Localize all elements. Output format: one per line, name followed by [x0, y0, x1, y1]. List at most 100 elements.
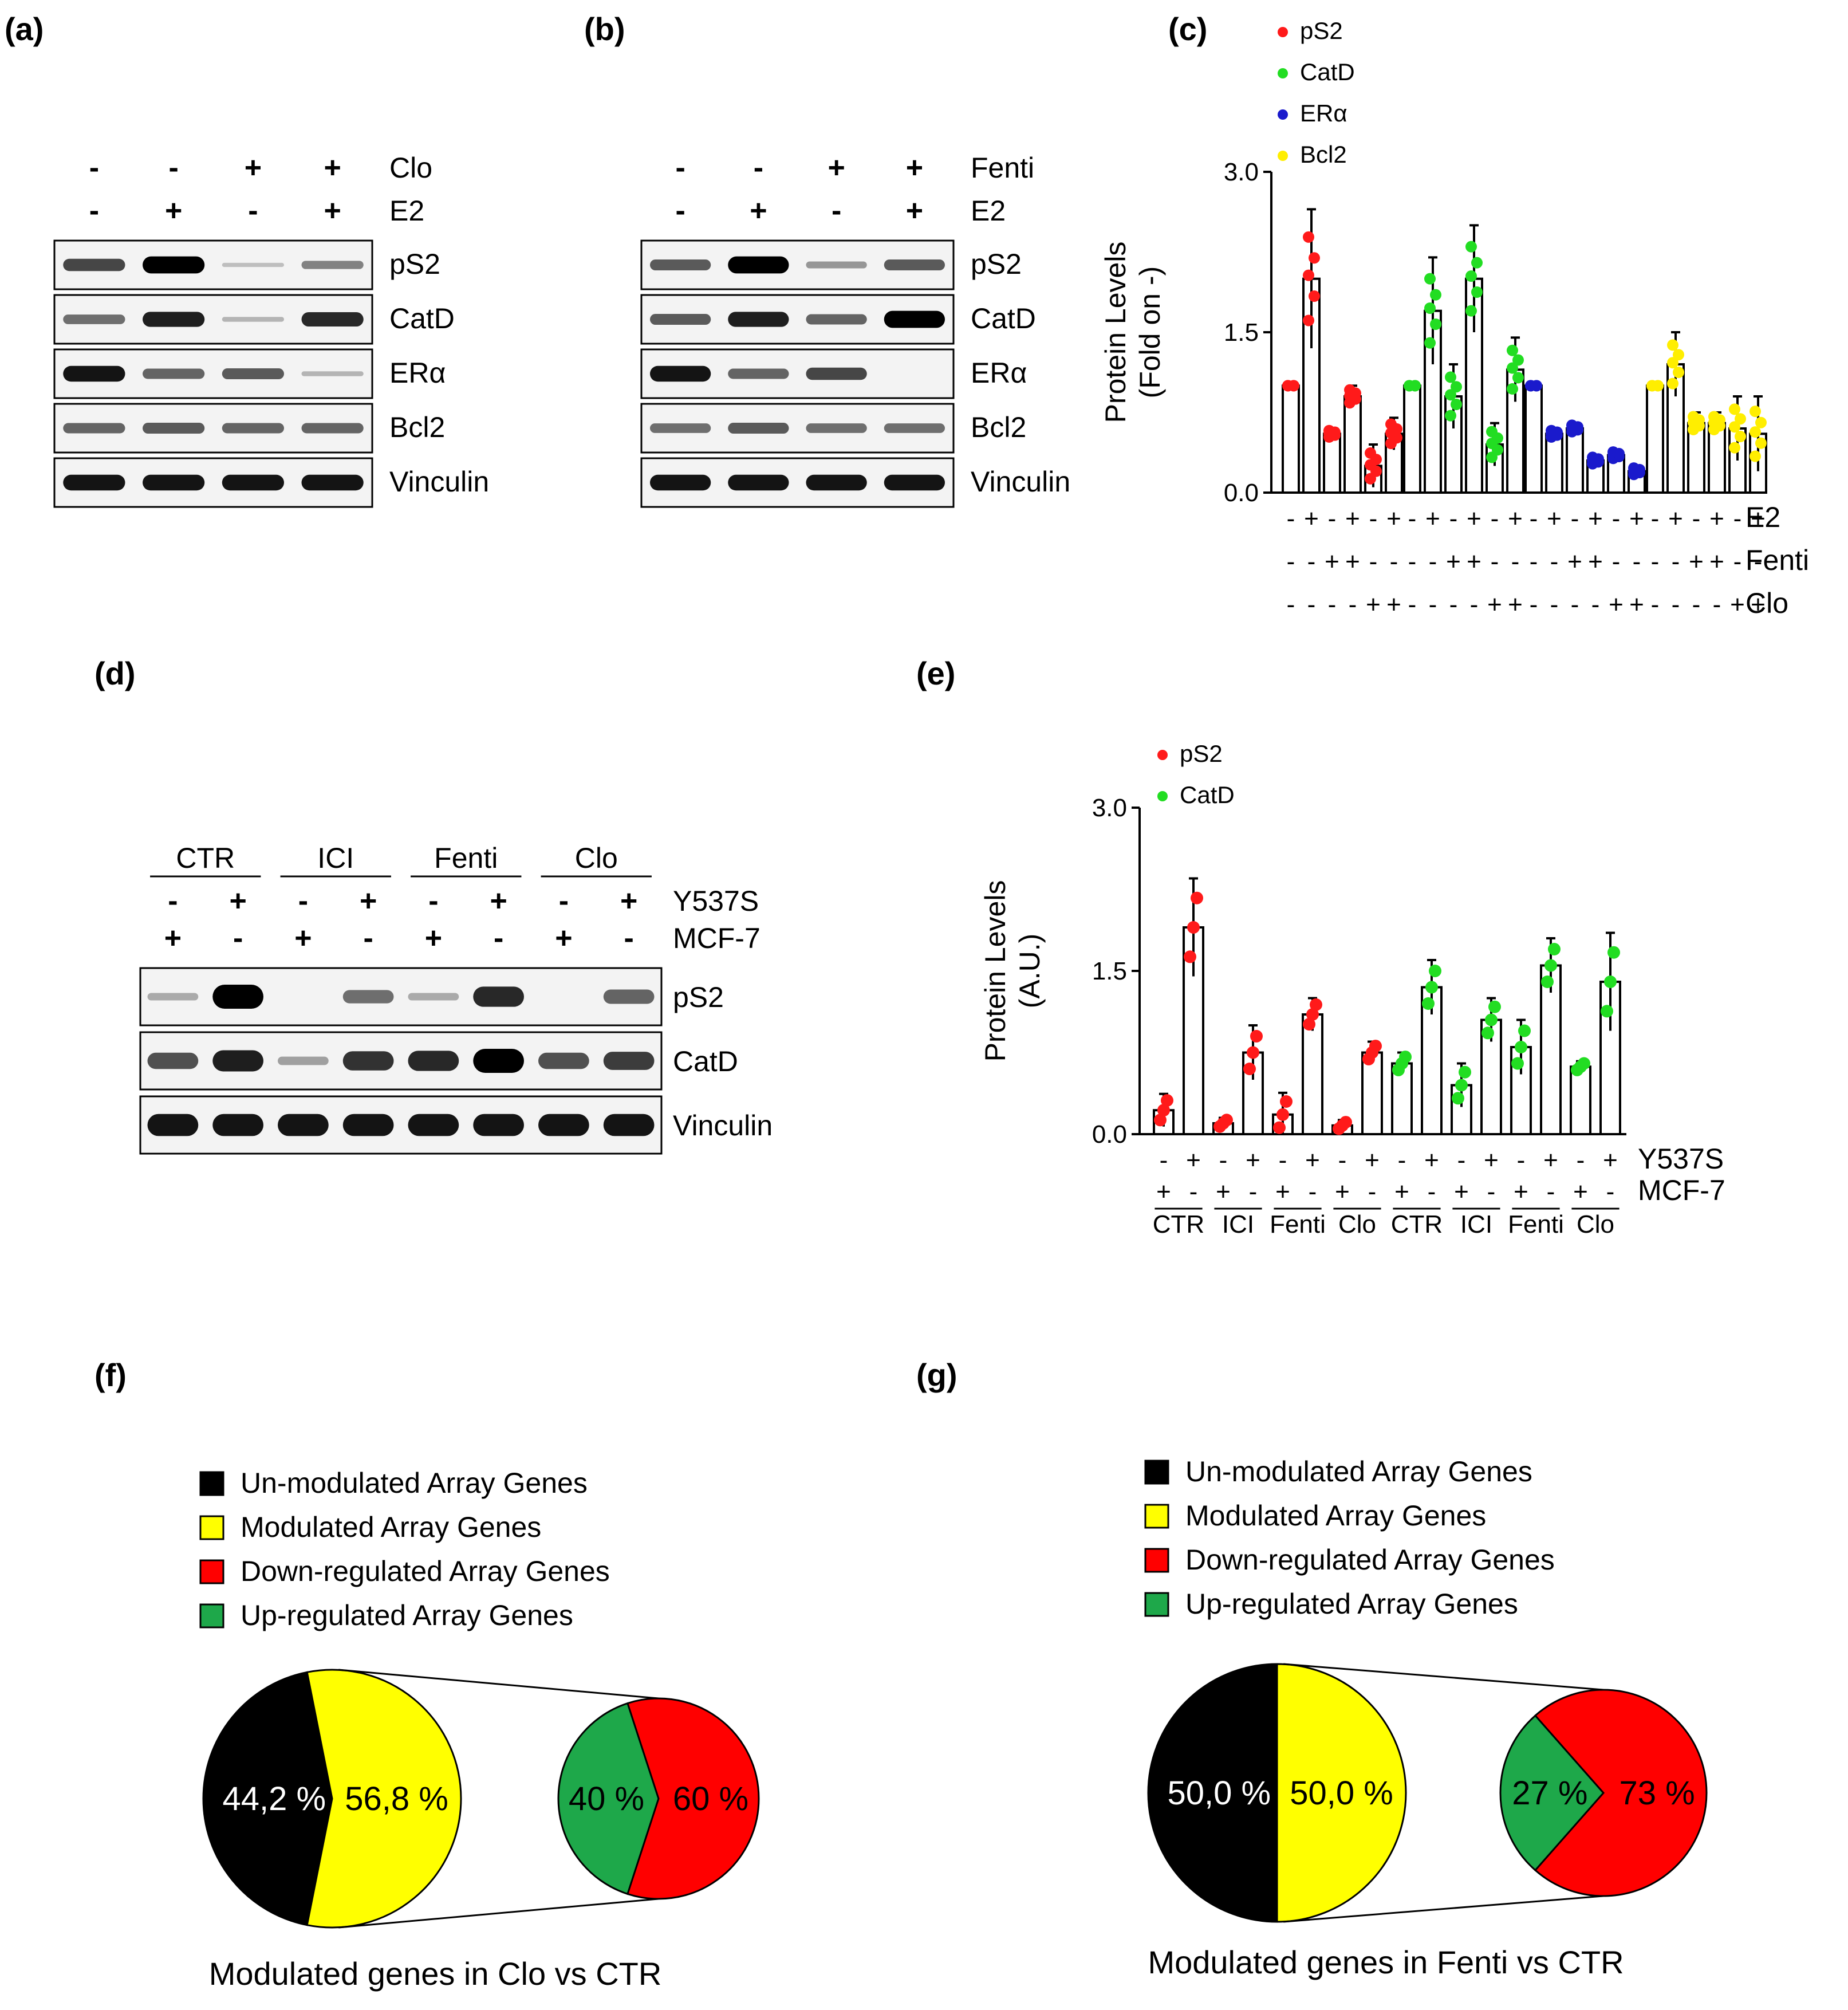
y-tick-label: 1.5 [1092, 957, 1127, 985]
bar-CatD-6 [1570, 1065, 1591, 1135]
sign-MCF-7-2: + [294, 922, 312, 955]
legend-swatch-1 [199, 1515, 224, 1540]
bar-Bcl2-3 [1708, 422, 1726, 494]
y-tick-label: 1.5 [1224, 318, 1259, 347]
band-pS2-2 [222, 262, 284, 268]
y-tick-label: 3.0 [1224, 158, 1259, 186]
data-point-Bcl2-4 [1735, 413, 1746, 425]
legend-label-3: Up-regulated Array Genes [241, 1599, 573, 1631]
band-Vinculin-5 [473, 1114, 524, 1136]
data-point-pS2-3 [1344, 384, 1356, 396]
sign-Y537S-6: - [559, 884, 569, 918]
data-point-CatD-6 [1578, 1057, 1590, 1070]
data-point-CatD-2 [1455, 1079, 1468, 1092]
legend-label-pS2: pS2 [1180, 740, 1223, 767]
data-point-pS2-1 [1303, 231, 1314, 243]
bar-pS2-3 [1343, 395, 1362, 494]
data-point-Bcl2-4 [1729, 403, 1740, 415]
group-label-CTR: CTR [1391, 1210, 1443, 1238]
data-point-pS2-1 [1309, 290, 1320, 302]
data-point-Bcl2-1 [1667, 357, 1678, 369]
factor-sign-Y537S: + [1543, 1146, 1558, 1174]
data-point-CatD-3 [1485, 1013, 1498, 1026]
data-point-pS2-1 [1303, 314, 1314, 327]
factor-sign-Fenti: + [1567, 548, 1582, 576]
data-point-CatD-0 [1404, 380, 1415, 392]
band-Vinculin-0 [147, 1114, 199, 1136]
band-CatD-3 [342, 1051, 394, 1071]
data-point-pS2-5 [1385, 418, 1397, 430]
factor-sign-Y537S: + [1246, 1146, 1260, 1174]
factor-sign-E2: - [1530, 505, 1538, 533]
factor-sign-Fenti: - [1612, 548, 1621, 576]
factor-sign-Fenti: - [1408, 548, 1417, 576]
sign-Fenti-3: + [906, 151, 923, 184]
data-point-CatD-7 [1607, 946, 1620, 959]
band-pS2-7 [603, 989, 655, 1004]
data-point-pS2-3 [1243, 1063, 1256, 1075]
pie-slice-unmodulated [202, 1671, 333, 1926]
legend-label-0: Un-modulated Array Genes [1185, 1456, 1532, 1488]
legend-label-0: Un-modulated Array Genes [241, 1467, 588, 1499]
data-point-ERα-5 [1628, 462, 1640, 474]
bar-pS2-5 [1302, 1013, 1323, 1135]
legend-label-2: Down-regulated Array Genes [1185, 1544, 1555, 1576]
band-Bcl2-2 [222, 423, 284, 434]
factor-sign-Fenti: - [1511, 548, 1520, 576]
factor-sign-E2: + [1588, 505, 1603, 533]
sign-E2-1: + [165, 194, 182, 227]
factor-sign-Clo: - [1429, 591, 1437, 619]
data-point-Bcl2-0 [1646, 380, 1658, 392]
factor-sign-Clo: + [1508, 591, 1523, 619]
band-CatD-2 [278, 1056, 329, 1065]
panel-label-f: (f) [94, 1357, 127, 1393]
pie-label-modulated: 56,8 % [345, 1780, 448, 1818]
data-point-CatD-5 [1548, 943, 1561, 955]
sign-Fenti-0: - [675, 151, 685, 184]
factor-sign-Fenti: - [1672, 548, 1680, 576]
y-axis-label: Protein Levels [979, 880, 1011, 1062]
band-pS2-5 [473, 986, 524, 1007]
data-point-CatD-1 [1429, 965, 1441, 977]
sign-MCF-7-7: - [624, 922, 633, 955]
factor-sign-Y537S: - [1517, 1146, 1526, 1174]
factor-label-Fenti: Fenti [1745, 544, 1809, 576]
factor-sign-Y537S: - [1160, 1146, 1168, 1174]
factor-sign-E2: + [1629, 505, 1644, 533]
data-point-pS2-1 [1303, 269, 1314, 281]
data-point-pS2-1 [1184, 950, 1196, 963]
pie-chart-g: Un-modulated Array Genes Modulated Array … [1144, 1456, 1708, 1980]
factor-sign-Clo: + [1751, 591, 1766, 619]
data-point-CatD-3 [1465, 270, 1477, 282]
band-label-pS2: pS2 [673, 981, 724, 1013]
data-point-CatD-3 [1471, 257, 1483, 269]
data-point-CatD-5 [1541, 976, 1554, 988]
data-point-Bcl2-5 [1755, 437, 1767, 449]
pie-caption: Modulated genes in Fenti vs CTR [1148, 1944, 1624, 1980]
western-blot-b: - - + + Fenti - + - + E2 pS2 CatD ERα Bcl2 Vinculin [640, 151, 1070, 508]
group-label-ICI: ICI [1460, 1210, 1492, 1238]
legend-label-pS2: pS2 [1300, 17, 1343, 44]
factor-sign-MCF-7: - [1189, 1178, 1198, 1206]
sign-E2-0: - [89, 194, 99, 227]
factor-label-Clo: Clo [1745, 587, 1788, 619]
row-label-MCF-7: MCF-7 [673, 922, 761, 954]
band-pS2-3 [342, 990, 394, 1004]
group-label-Fenti: Fenti [1270, 1210, 1326, 1238]
legend-dot-pS2 [1157, 750, 1168, 760]
band-Vinculin-4 [408, 1114, 459, 1136]
bar-Bcl2-0 [1646, 384, 1664, 494]
data-point-pS2-0 [1154, 1114, 1167, 1127]
panel-label-e: (e) [916, 655, 955, 691]
sign-Y537S-7: + [620, 884, 637, 918]
data-point-CatD-3 [1465, 305, 1477, 317]
factor-sign-Y537S: + [1424, 1146, 1439, 1174]
data-point-CatD-5 [1507, 383, 1518, 395]
band-CatD-4 [408, 1051, 459, 1071]
legend-dot-Bcl2 [1278, 151, 1288, 161]
bar-pS2-0 [1282, 384, 1300, 494]
data-point-CatD-1 [1424, 273, 1436, 285]
band-label-Vinculin: Vinculin [389, 466, 489, 498]
data-point-pS2-4 [1273, 1121, 1286, 1134]
